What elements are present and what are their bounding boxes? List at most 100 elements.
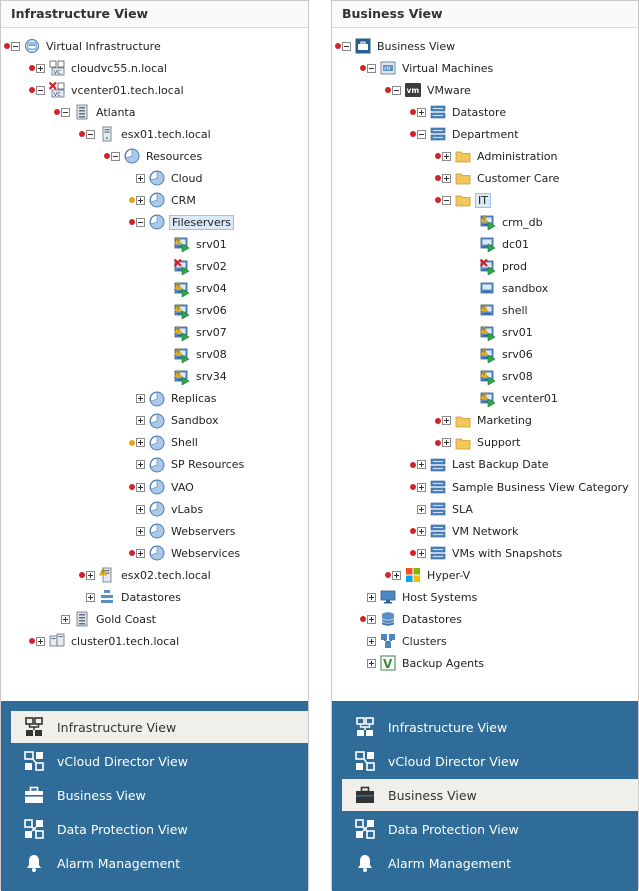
expand-icon[interactable] [136, 548, 145, 558]
tree-node[interactable]: srv07 [154, 323, 229, 343]
expand-icon[interactable] [136, 195, 145, 205]
tree-node[interactable]: Clusters [360, 631, 449, 651]
collapse-icon[interactable] [86, 129, 95, 139]
tree-node[interactable]: Gold Coast [54, 609, 158, 629]
tree-node[interactable]: srv08 [154, 345, 229, 365]
tree-node[interactable]: Hyper-V [385, 565, 472, 585]
tree-node[interactable]: esx02.tech.local [79, 565, 213, 585]
tree-node[interactable]: Datastores [79, 587, 183, 607]
expand-icon[interactable] [442, 151, 451, 161]
nav-item-vcloud-director-view[interactable]: vCloud Director View [11, 745, 308, 777]
tree-node[interactable]: crm_db [460, 212, 545, 232]
tree-node[interactable]: VAO [129, 477, 196, 497]
expand-icon[interactable] [136, 526, 145, 536]
tree-node[interactable]: vcenter01 [460, 389, 560, 409]
expand-icon[interactable] [136, 504, 145, 514]
tree-node[interactable]: srv04 [154, 279, 229, 299]
collapse-icon[interactable] [61, 107, 70, 117]
tree-node[interactable]: sandbox [460, 279, 550, 299]
nav-item-alarm-management[interactable]: Alarm Management [11, 847, 308, 879]
tree-node[interactable]: srv06 [460, 345, 535, 365]
tree-node[interactable]: srv01 [154, 234, 229, 254]
tree-node[interactable]: IT [435, 190, 491, 210]
tree-node[interactable]: Sandbox [129, 411, 221, 431]
tree-node[interactable]: V Backup Agents [360, 653, 486, 673]
tree-node[interactable]: VM Network [410, 521, 520, 541]
expand-icon[interactable] [442, 438, 451, 448]
expand-icon[interactable] [367, 614, 376, 624]
nav-item-business-view[interactable]: Business View [342, 779, 638, 811]
tree-node[interactable]: Sample Business View Category [410, 477, 631, 497]
nav-item-vcloud-director-view[interactable]: vCloud Director View [342, 745, 638, 777]
tree-node[interactable]: Resources [104, 146, 204, 166]
collapse-icon[interactable] [367, 63, 376, 73]
tree-node[interactable]: Cloud [129, 168, 204, 188]
tree-node[interactable]: esx01.tech.local [79, 124, 213, 144]
tree-node[interactable]: VMs with Snapshots [410, 543, 564, 563]
collapse-icon[interactable] [417, 129, 426, 139]
expand-icon[interactable] [136, 173, 145, 183]
tree-node[interactable]: VM Virtual Machines [360, 58, 495, 78]
nav-item-infrastructure-view[interactable]: Infrastructure View [342, 711, 638, 743]
tree-node[interactable]: dc01 [460, 234, 531, 254]
tree-node[interactable]: Support [435, 433, 522, 453]
tree-node[interactable]: Datastore [410, 102, 508, 122]
tree-node[interactable]: Customer Care [435, 168, 561, 188]
tree-node[interactable]: Host Systems [360, 587, 479, 607]
tree-node[interactable]: srv06 [154, 301, 229, 321]
tree-node[interactable]: vLabs [129, 499, 205, 519]
nav-item-infrastructure-view[interactable]: Infrastructure View [11, 711, 308, 743]
expand-icon[interactable] [417, 526, 426, 536]
nav-item-business-view[interactable]: Business View [11, 779, 308, 811]
expand-icon[interactable] [367, 658, 376, 668]
collapse-icon[interactable] [342, 41, 351, 51]
tree-node[interactable]: CRM [129, 190, 198, 210]
tree-node[interactable]: Replicas [129, 389, 219, 409]
tree-node[interactable]: SP Resources [129, 455, 246, 475]
expand-icon[interactable] [367, 636, 376, 646]
collapse-icon[interactable] [36, 85, 45, 95]
expand-icon[interactable] [86, 592, 95, 602]
expand-icon[interactable] [36, 636, 45, 646]
tree-node[interactable]: Datastores [360, 609, 464, 629]
tree-node[interactable]: VC vcenter01.tech.local [29, 80, 186, 100]
tree-node[interactable]: SLA [410, 499, 475, 519]
collapse-icon[interactable] [11, 41, 20, 51]
tree-node[interactable]: srv02 [154, 257, 229, 277]
expand-icon[interactable] [86, 570, 95, 580]
expand-icon[interactable] [417, 548, 426, 558]
tree-node[interactable]: srv01 [460, 323, 535, 343]
expand-icon[interactable] [136, 416, 145, 426]
tree-node[interactable]: vm VMware [385, 80, 473, 100]
expand-icon[interactable] [442, 416, 451, 426]
tree-node[interactable]: prod [460, 257, 529, 277]
expand-icon[interactable] [417, 460, 426, 470]
tree-node[interactable]: Department [410, 124, 521, 144]
expand-icon[interactable] [417, 107, 426, 117]
expand-icon[interactable] [442, 173, 451, 183]
collapse-icon[interactable] [136, 217, 145, 227]
collapse-icon[interactable] [111, 151, 120, 161]
expand-icon[interactable] [417, 504, 426, 514]
tree-node[interactable]: Virtual Infrastructure [4, 36, 163, 56]
tree-node[interactable]: Atlanta [54, 102, 137, 122]
tree-node[interactable]: Last Backup Date [410, 455, 551, 475]
tree-node[interactable]: Administration [435, 146, 560, 166]
expand-icon[interactable] [392, 570, 401, 580]
expand-icon[interactable] [136, 482, 145, 492]
nav-item-data-protection-view[interactable]: Data Protection View [11, 813, 308, 845]
nav-item-data-protection-view[interactable]: Data Protection View [342, 813, 638, 845]
expand-icon[interactable] [136, 460, 145, 470]
tree-node[interactable]: VC cloudvc55.n.local [29, 58, 169, 78]
expand-icon[interactable] [367, 592, 376, 602]
tree-node[interactable]: Marketing [435, 411, 534, 431]
collapse-icon[interactable] [442, 195, 451, 205]
expand-icon[interactable] [136, 394, 145, 404]
expand-icon[interactable] [136, 438, 145, 448]
tree-node[interactable]: srv08 [460, 367, 535, 387]
tree-node[interactable]: Webservices [129, 543, 242, 563]
tree-node[interactable]: Fileservers [129, 212, 234, 232]
tree-node[interactable]: Shell [129, 433, 200, 453]
tree-node[interactable]: shell [460, 301, 530, 321]
expand-icon[interactable] [61, 614, 70, 624]
